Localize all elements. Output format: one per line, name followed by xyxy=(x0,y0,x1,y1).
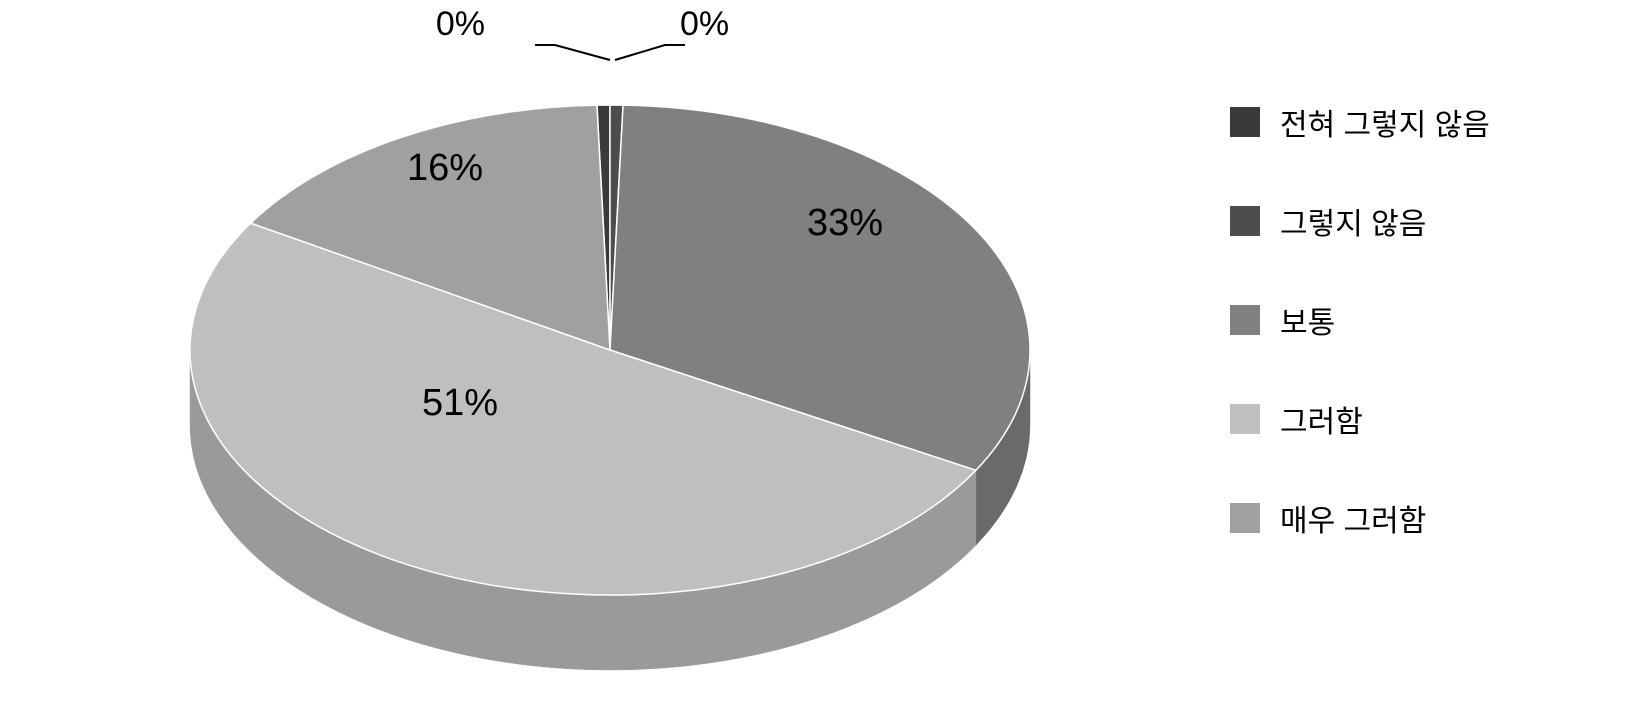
legend-label: 매우 그러함 xyxy=(1280,496,1426,540)
legend-item: 그러함 xyxy=(1230,397,1630,441)
slice-percent-label: 51% xyxy=(422,382,498,424)
legend-label: 보통 xyxy=(1280,298,1335,342)
legend-item: 전혀 그렇지 않음 xyxy=(1230,100,1630,144)
callout-label: 0% xyxy=(436,5,485,43)
legend-label: 그러함 xyxy=(1280,397,1363,441)
chart-container: 0% 0% 33% 51% 16% 전혀 그렇지 않음그렇지 않음보통그러함매우 그러함 xyxy=(0,0,1649,707)
legend-swatch xyxy=(1230,305,1260,335)
legend-swatch xyxy=(1230,107,1260,137)
legend-label: 그렇지 않음 xyxy=(1280,199,1426,243)
legend-swatch xyxy=(1230,206,1260,236)
legend-item: 보통 xyxy=(1230,298,1630,342)
legend-item: 그렇지 않음 xyxy=(1230,199,1630,243)
legend-swatch xyxy=(1230,503,1260,533)
legend: 전혀 그렇지 않음그렇지 않음보통그러함매우 그러함 xyxy=(1230,100,1630,595)
callout-label: 0% xyxy=(680,5,729,43)
legend-item: 매우 그러함 xyxy=(1230,496,1630,540)
pie-chart: 0% 0% 33% 51% 16% xyxy=(0,0,1200,707)
slice-percent-label: 16% xyxy=(407,147,483,189)
callout-line xyxy=(615,45,685,60)
slice-percent-label: 33% xyxy=(807,202,883,244)
legend-swatch xyxy=(1230,404,1260,434)
callout-line xyxy=(535,45,610,60)
legend-label: 전혀 그렇지 않음 xyxy=(1280,100,1490,144)
